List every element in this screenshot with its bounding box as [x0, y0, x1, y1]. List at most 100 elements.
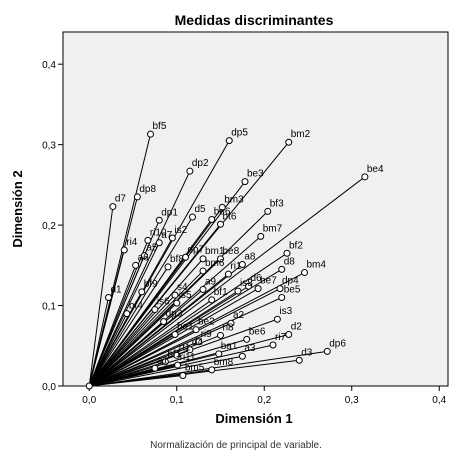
- y-tick-label: 0,4: [42, 60, 56, 71]
- marker-bm7: [257, 232, 265, 240]
- point-label-d4: d4: [192, 337, 204, 348]
- point-label-d1: d1: [111, 285, 123, 296]
- x-tick-label: 0,4: [432, 395, 446, 406]
- point-label-ri4: ri4: [126, 237, 138, 248]
- point-label-ri11: ri11: [180, 352, 196, 363]
- marker-ri7: [269, 341, 277, 349]
- ray-be4: [88, 176, 366, 387]
- point-label-d7: d7: [115, 194, 127, 205]
- point-label-a3: a3: [244, 343, 256, 354]
- ray-dp3: [88, 321, 164, 387]
- marker-bf9: [138, 288, 146, 296]
- marker-a3: [238, 352, 246, 360]
- marker-bf4: [123, 310, 131, 318]
- marker-bf2: [283, 249, 291, 257]
- point-label-a5: a5: [146, 243, 158, 254]
- marker-is2: [168, 234, 176, 242]
- marker-ri8: [217, 331, 224, 339]
- marker-bm3: [218, 203, 226, 211]
- marker-be7: [254, 285, 262, 293]
- marker-ri9: [195, 338, 203, 346]
- marker-bf8: [164, 263, 172, 271]
- point-label-be8: be8: [223, 246, 240, 257]
- marker-dp3: [160, 318, 168, 326]
- point-label-is3: is3: [279, 306, 292, 317]
- x-tick-labels: 0,0 0,1 0,2 0,3 0,4: [82, 395, 446, 406]
- y-tick-label: 0,1: [42, 302, 56, 313]
- ray-bm5: [89, 375, 183, 387]
- point-label-a2: a2: [233, 310, 245, 321]
- y-tick-labels: 0,0 0,1 0,2 0,3 0,4: [42, 60, 56, 393]
- marker-is8: [234, 287, 242, 295]
- point-label-be6: be6: [249, 326, 266, 337]
- x-tick-label: 0,0: [82, 395, 96, 406]
- point-label-a1: a1: [157, 355, 169, 366]
- point-label-a7: a7: [161, 230, 173, 241]
- marker-be4: [361, 173, 369, 181]
- ray-ri1: [88, 273, 229, 387]
- marker-be1: [171, 331, 179, 339]
- point-label-ri9: ri9: [201, 329, 213, 340]
- y-tick-label: 0,3: [42, 141, 56, 152]
- ray-bf1: [88, 299, 213, 387]
- point-label-bf2: bf2: [289, 240, 303, 251]
- y-tick-label: 0,0: [42, 382, 56, 393]
- chart-title: Medidas discriminantes: [175, 12, 334, 28]
- point-label-be1: be1: [177, 322, 194, 333]
- point-label-bf1: bf1: [167, 349, 181, 360]
- point-label-ri7: ri7: [275, 332, 287, 343]
- marker-a7: [155, 239, 163, 247]
- point-label-bm5: bm5: [185, 363, 205, 374]
- marker-bm1: [199, 255, 207, 263]
- point-label-bm3: bm3: [224, 194, 244, 205]
- point-label-s4: s4: [177, 282, 188, 293]
- ray-d1: [88, 297, 109, 387]
- point-label-is6: is6: [157, 297, 170, 308]
- point-label-be3: be3: [247, 169, 264, 180]
- ray-ri9: [89, 341, 199, 387]
- point-label-a8: a8: [244, 252, 256, 263]
- marker-a6: [132, 261, 140, 269]
- marker-bm8: [208, 366, 216, 374]
- ray-dp2: [88, 170, 191, 387]
- ray-bf2: [88, 252, 288, 387]
- ray-ri4: [88, 249, 125, 387]
- marker-bm2: [285, 138, 293, 146]
- x-tick-label: 0,3: [345, 395, 359, 406]
- marker-a9: [199, 285, 207, 293]
- marker-d4: [186, 346, 194, 354]
- marker-bf3: [264, 207, 272, 215]
- ray-a3: [89, 355, 243, 387]
- marker-be8: [217, 255, 224, 263]
- ray-is5: [88, 302, 178, 387]
- point-label-be4: be4: [367, 164, 384, 175]
- point-label-dp6: dp6: [329, 338, 346, 349]
- point-label-is5: is5: [179, 290, 192, 301]
- point-label-bm7: bm7: [263, 223, 283, 234]
- marker-ri10: [144, 236, 152, 244]
- point-label-is8: is8: [240, 278, 253, 289]
- point-label-d6: d6: [251, 273, 263, 284]
- point-label-a9: a9: [205, 276, 217, 287]
- x-axis-label: Dimensión 1: [215, 411, 292, 426]
- marker-a1: [151, 364, 159, 372]
- point-label-bm4: bm4: [307, 260, 327, 271]
- point-label-d5: d5: [195, 204, 207, 215]
- point-label-dp2: dp2: [192, 158, 209, 169]
- point-label-dp8: dp8: [139, 184, 156, 195]
- point-label-bf8: bf8: [170, 254, 184, 265]
- marker-d2: [285, 331, 293, 339]
- marker-dp8: [133, 193, 141, 201]
- point-label-bf5: bf5: [153, 121, 167, 132]
- marker-ri1: [224, 270, 232, 278]
- marker-is6: [151, 306, 159, 314]
- marker-s4: [171, 291, 179, 299]
- ray-dp7: [88, 256, 186, 387]
- point-label-ba1: ba1: [221, 341, 238, 352]
- origin-marker: [85, 382, 93, 390]
- point-label-bf4: bf4: [129, 301, 143, 312]
- point-label-be6: be6: [214, 206, 231, 217]
- point-label-ri8: ri8: [223, 322, 235, 333]
- marker-a5: [140, 252, 148, 260]
- marker-ri11: [174, 361, 182, 369]
